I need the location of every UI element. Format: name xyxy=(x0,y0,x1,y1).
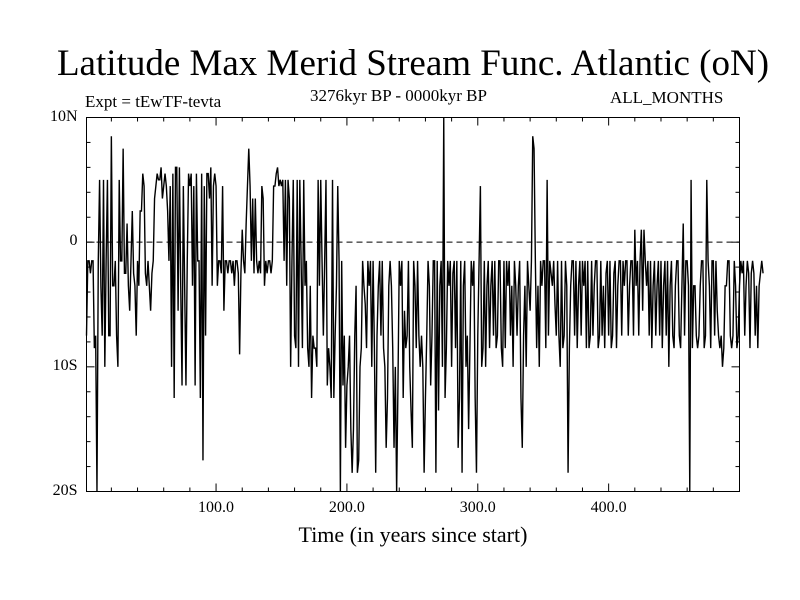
chart-title: Latitude Max Merid Stream Func. Atlantic… xyxy=(56,43,770,84)
y-tick-label: 20S xyxy=(52,481,78,499)
x-axis-label: Time (in years since start) xyxy=(298,522,528,547)
experiment-label: Expt = tEwTF-tevta xyxy=(85,92,222,111)
x-tick-label: 100.0 xyxy=(198,498,235,516)
time-range-label: 3276kyr BP - 0000kyr BP xyxy=(310,86,487,105)
y-tick-label: 10N xyxy=(49,107,78,125)
y-tick-label: 0 xyxy=(69,232,78,250)
x-tick-label: 200.0 xyxy=(328,498,365,516)
y-tick-label: 10S xyxy=(52,356,78,374)
x-tick-label: 400.0 xyxy=(590,498,627,516)
x-tick-label: 300.0 xyxy=(459,498,496,516)
months-label: ALL_MONTHS xyxy=(610,88,724,107)
series-line xyxy=(85,117,764,492)
